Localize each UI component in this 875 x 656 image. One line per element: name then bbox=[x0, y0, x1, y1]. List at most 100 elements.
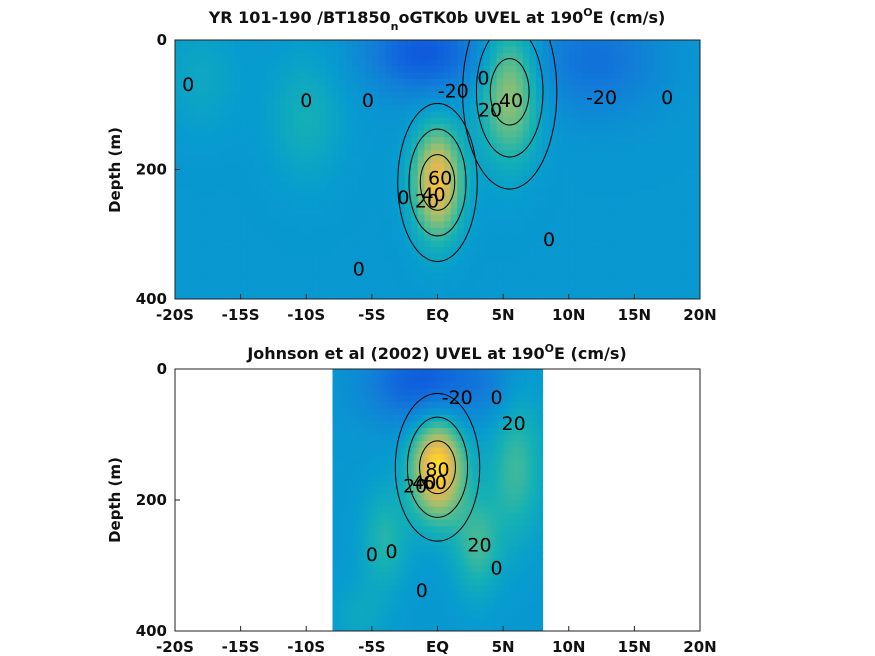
heat-cell bbox=[374, 454, 378, 462]
heat-cell bbox=[201, 234, 209, 242]
heat-cell bbox=[413, 565, 418, 573]
heat-cell bbox=[175, 130, 183, 138]
heat-cell bbox=[312, 292, 320, 299]
heat-cell bbox=[398, 617, 402, 626]
heat-cell bbox=[371, 221, 380, 229]
heat-cell bbox=[562, 247, 570, 255]
heat-cell bbox=[240, 169, 248, 177]
heat-cell bbox=[299, 104, 307, 112]
heat-cell bbox=[403, 500, 407, 508]
heat-cell bbox=[437, 40, 445, 48]
heat-cell bbox=[369, 572, 373, 580]
heat-cell bbox=[440, 401, 444, 409]
heat-cell bbox=[352, 98, 360, 106]
heat-cell bbox=[325, 143, 334, 151]
heat-cell bbox=[227, 163, 235, 171]
heat-cell bbox=[332, 441, 336, 449]
heat-cell bbox=[378, 260, 386, 268]
heat-cell bbox=[378, 286, 386, 294]
heat-cell bbox=[686, 52, 695, 61]
heat-cell bbox=[332, 240, 340, 248]
heat-cell bbox=[266, 201, 275, 209]
heat-cell bbox=[429, 519, 433, 527]
heat-cell bbox=[332, 111, 340, 119]
heat-cell bbox=[555, 234, 563, 242]
heat-cell bbox=[680, 195, 688, 203]
heat-cell bbox=[337, 486, 341, 495]
heat-cell bbox=[194, 195, 202, 203]
heat-cell bbox=[358, 421, 362, 429]
heat-cell bbox=[654, 286, 662, 294]
heat-cell bbox=[207, 40, 215, 48]
heat-cell bbox=[335, 427, 339, 436]
heat-cell bbox=[660, 169, 668, 177]
heat-cell bbox=[188, 227, 196, 235]
heat-cell bbox=[343, 532, 347, 540]
heat-cell bbox=[640, 52, 649, 61]
heat-cell bbox=[419, 388, 423, 396]
heat-cell bbox=[647, 117, 655, 125]
heat-cell bbox=[450, 85, 458, 93]
heat-cell bbox=[220, 98, 229, 106]
heat-cell bbox=[424, 578, 428, 586]
heat-cell bbox=[430, 279, 439, 287]
heat-cell bbox=[374, 591, 378, 599]
heat-cell bbox=[568, 40, 576, 48]
heat-cell bbox=[353, 441, 357, 449]
heat-cell bbox=[175, 201, 183, 209]
heat-cell bbox=[416, 395, 420, 403]
heat-cell bbox=[374, 375, 378, 383]
heat-cell bbox=[444, 52, 452, 61]
heat-cell bbox=[424, 227, 432, 235]
heat-cell bbox=[621, 214, 629, 222]
heat-cell bbox=[444, 227, 452, 235]
heat-cell bbox=[293, 40, 301, 48]
heat-cell bbox=[562, 279, 570, 287]
heat-cell bbox=[437, 513, 441, 521]
heat-cell bbox=[385, 434, 389, 442]
heat-cell bbox=[325, 247, 334, 255]
heat-cell bbox=[421, 486, 425, 495]
heat-cell bbox=[416, 611, 420, 619]
heat-cell bbox=[194, 292, 202, 299]
heat-cell bbox=[377, 382, 381, 390]
heat-cell bbox=[457, 59, 465, 67]
heat-cell bbox=[201, 143, 209, 151]
heat-cell bbox=[369, 486, 373, 495]
heat-cell bbox=[621, 247, 629, 255]
heat-cell bbox=[371, 52, 380, 61]
heat-cell bbox=[416, 434, 420, 442]
heat-cell bbox=[403, 513, 407, 521]
heat-cell bbox=[416, 493, 420, 501]
heat-cell bbox=[371, 480, 376, 488]
heat-cell bbox=[404, 214, 412, 222]
heat-cell bbox=[634, 124, 642, 132]
heat-cell bbox=[352, 279, 360, 287]
heat-cell bbox=[332, 539, 336, 547]
heat-cell bbox=[379, 493, 383, 501]
heat-cell bbox=[364, 558, 368, 567]
heat-cell bbox=[516, 273, 524, 281]
heat-cell bbox=[437, 460, 441, 468]
heat-cell bbox=[345, 421, 349, 429]
heat-cell bbox=[463, 52, 471, 61]
heat-cell bbox=[337, 526, 341, 534]
heat-cell bbox=[340, 454, 344, 462]
heat-cell bbox=[339, 59, 347, 67]
heat-cell bbox=[496, 279, 504, 287]
heat-cell bbox=[555, 188, 563, 196]
heat-cell bbox=[535, 266, 544, 274]
heat-cell bbox=[395, 500, 399, 508]
heat-cell bbox=[432, 421, 436, 429]
heat-cell bbox=[343, 552, 347, 560]
heat-cell bbox=[253, 227, 261, 235]
heat-cell bbox=[391, 46, 399, 54]
heat-cell bbox=[432, 434, 436, 442]
heat-cell bbox=[529, 111, 537, 119]
heat-cell bbox=[350, 460, 355, 468]
heat-cell bbox=[273, 163, 281, 171]
heat-cell bbox=[371, 493, 376, 501]
heat-cell bbox=[365, 104, 373, 112]
heat-cell bbox=[424, 72, 432, 80]
heat-cell bbox=[201, 253, 209, 261]
